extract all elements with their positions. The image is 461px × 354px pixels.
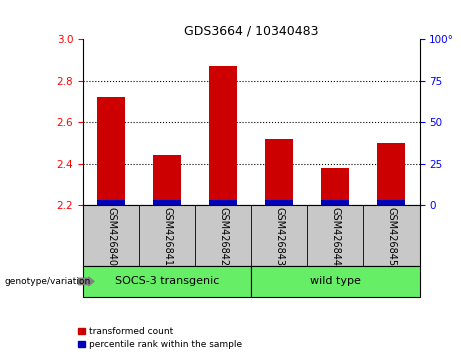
Bar [153, 155, 181, 205]
Text: GSM426841: GSM426841 [162, 207, 172, 266]
Text: genotype/variation: genotype/variation [5, 277, 91, 286]
Bar [321, 200, 349, 205]
Text: GSM426845: GSM426845 [386, 207, 396, 266]
Legend: transformed count, percentile rank within the sample: transformed count, percentile rank withi… [78, 327, 242, 349]
Bar [251, 266, 420, 297]
Bar [97, 97, 125, 205]
Bar [97, 200, 125, 205]
Text: GSM426843: GSM426843 [274, 207, 284, 266]
Text: wild type: wild type [310, 276, 361, 286]
Bar [378, 143, 406, 205]
Text: SOCS-3 transgenic: SOCS-3 transgenic [115, 276, 219, 286]
Bar [265, 200, 293, 205]
Text: GSM426840: GSM426840 [106, 207, 116, 266]
Bar [378, 200, 406, 205]
Bar [321, 168, 349, 205]
Bar [209, 66, 237, 205]
Text: GSM426844: GSM426844 [331, 207, 340, 266]
Bar [265, 139, 293, 205]
Bar [153, 200, 181, 205]
Bar [83, 266, 251, 297]
Bar [209, 200, 237, 205]
Text: GSM426842: GSM426842 [218, 207, 228, 266]
Title: GDS3664 / 10340483: GDS3664 / 10340483 [184, 25, 319, 38]
